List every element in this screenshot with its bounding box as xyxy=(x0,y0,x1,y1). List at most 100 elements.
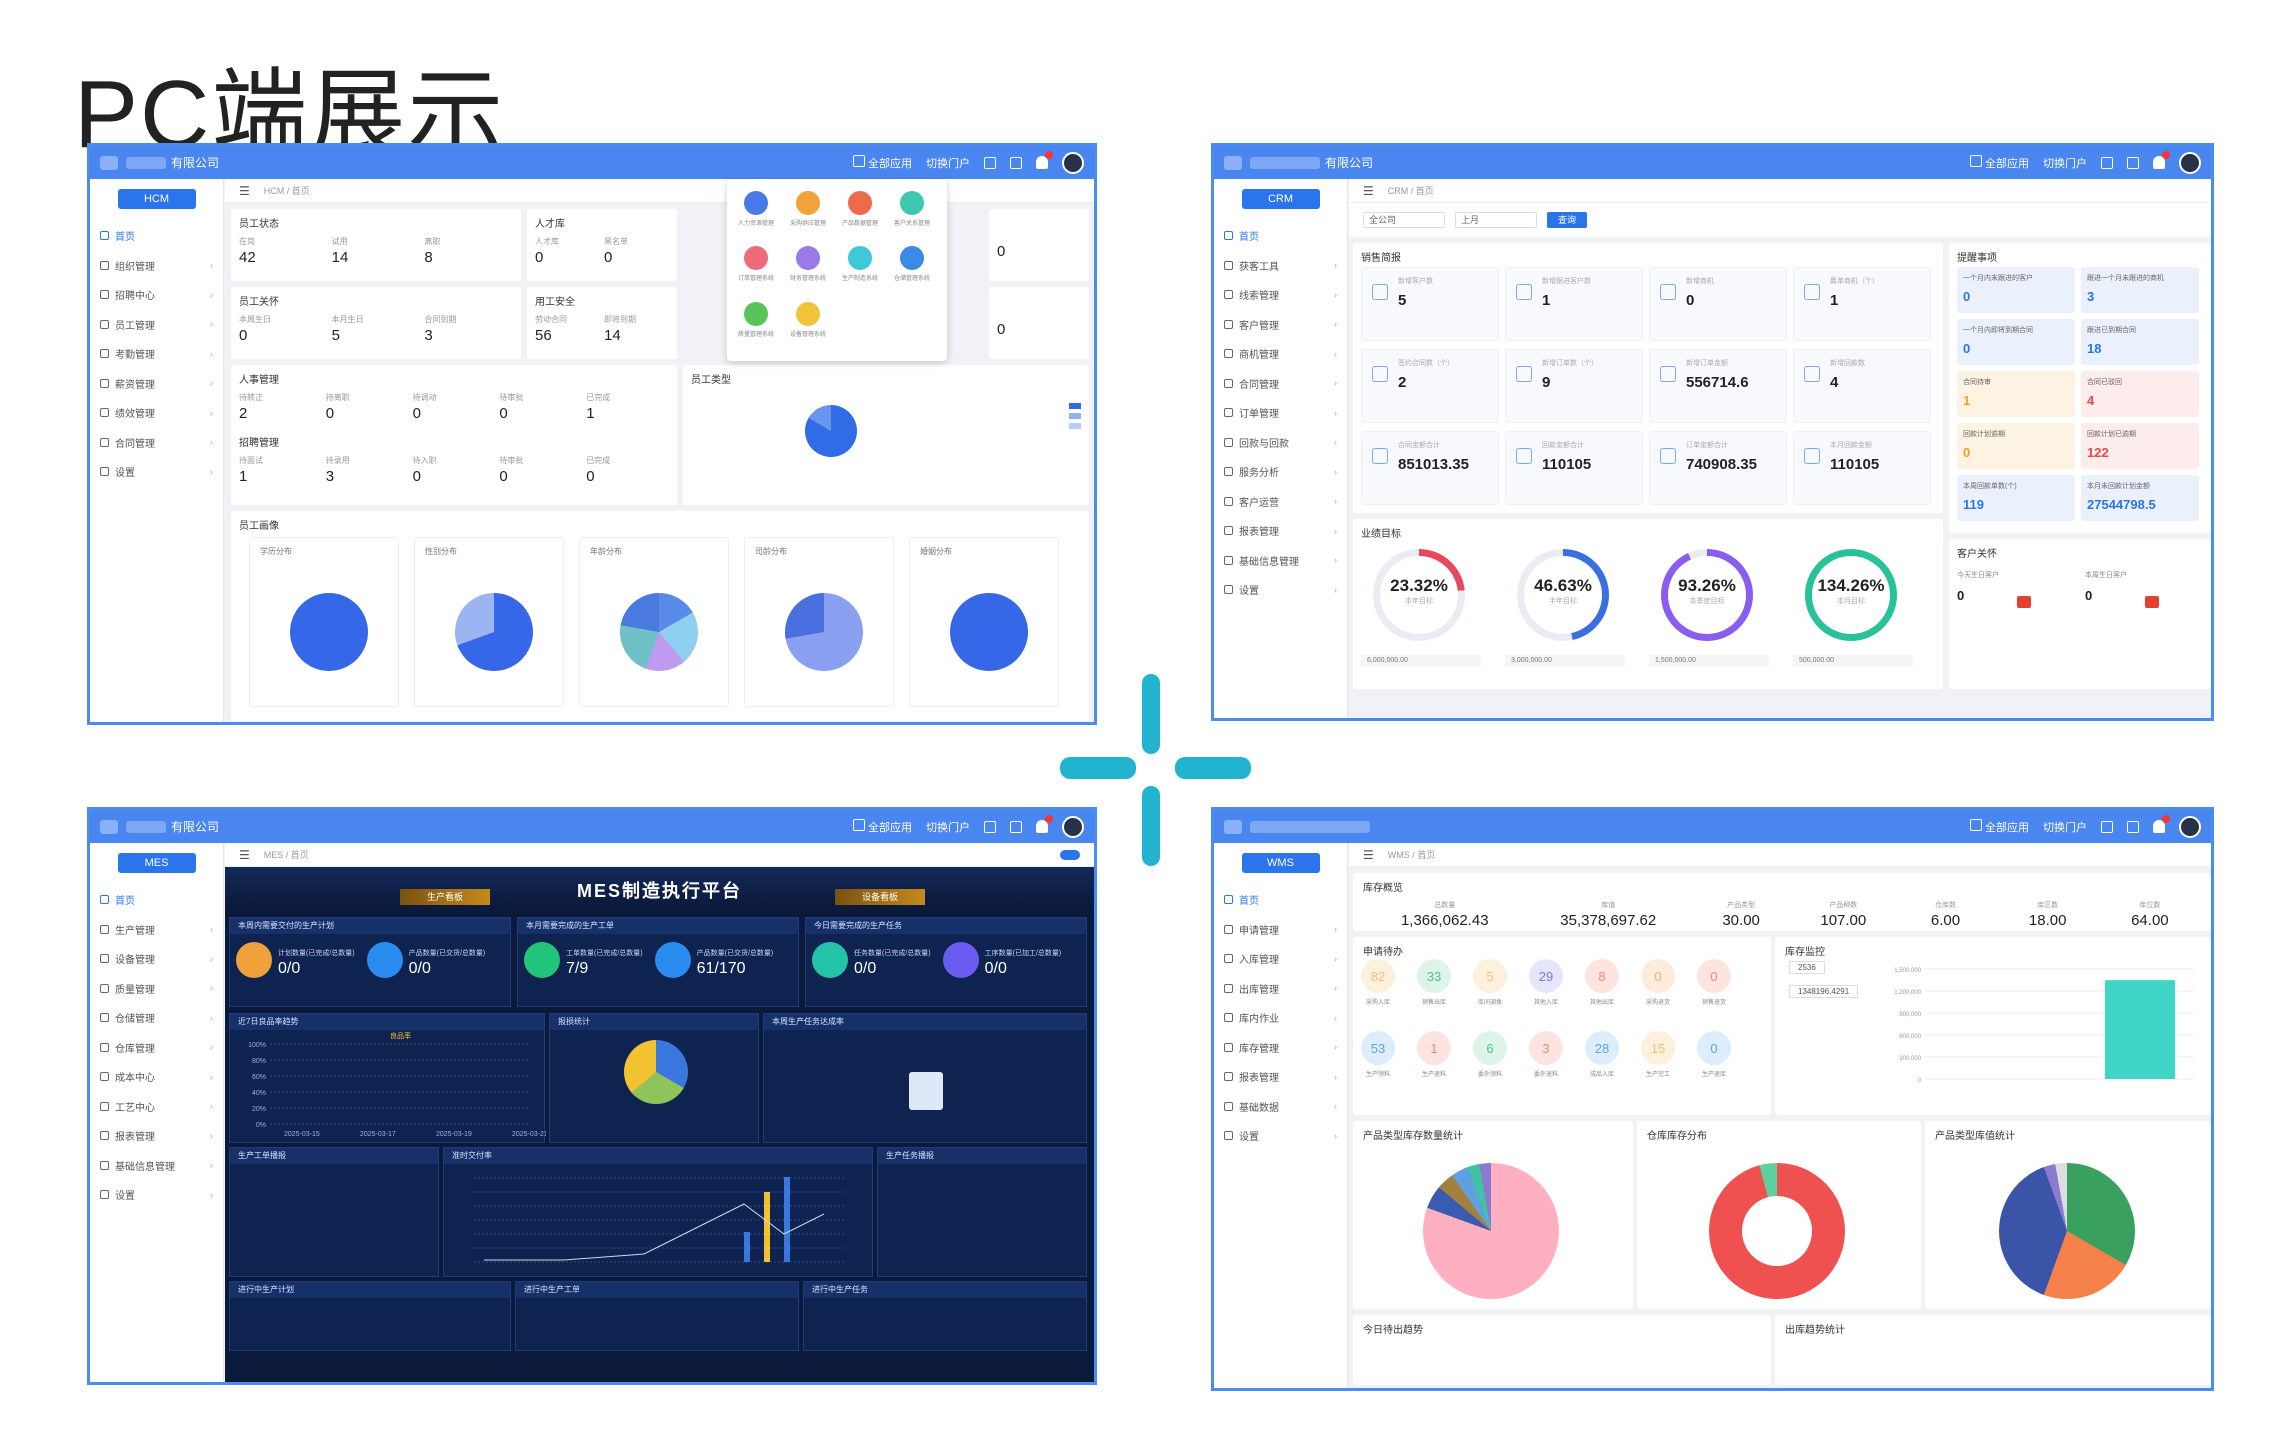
stat-item[interactable]: 劳动合同 56 xyxy=(535,314,600,344)
stat-item[interactable]: 人才库 0 xyxy=(535,236,600,266)
mes-stat[interactable]: 任务数量(已完成/总数量) 0/0 xyxy=(806,934,937,986)
app-shortcut[interactable]: 生产制造系统 xyxy=(841,246,879,293)
sidebar-item[interactable]: 员工管理 › xyxy=(90,310,223,340)
kpi-card[interactable]: 新增商机 0 xyxy=(1649,267,1787,341)
stat-item[interactable]: 离职 8 xyxy=(424,236,513,266)
switch-portal-button[interactable]: 切换门户 xyxy=(926,819,970,835)
sidebar-item[interactable]: 线索管理 › xyxy=(1214,280,1347,310)
sidebar-item[interactable]: 基础信息管理 › xyxy=(1214,546,1347,576)
app-shortcut[interactable]: 采购供应管理 xyxy=(789,191,827,238)
overview-stat[interactable]: 产品类型 30.00 xyxy=(1690,900,1792,929)
mes-stat[interactable]: 产品数量(已交货/总数量) 0/0 xyxy=(361,934,492,986)
sidebar-item[interactable]: 质量管理 › xyxy=(90,974,223,1004)
sidebar-item[interactable]: 组织管理 › xyxy=(90,251,223,281)
kpi-card[interactable]: 新增订单数（个） 9 xyxy=(1505,349,1643,423)
overview-stat[interactable]: 库值 35,378,697.62 xyxy=(1527,900,1691,929)
sidebar-item[interactable]: 报表管理 › xyxy=(1214,1062,1347,1092)
all-apps-button[interactable]: 全部应用 xyxy=(852,154,912,171)
todo-circle[interactable]: 28 xyxy=(1585,1031,1619,1065)
sidebar-item[interactable]: 工艺中心 › xyxy=(90,1092,223,1122)
reminder-card[interactable]: 一个月内未跟进的客户 0 xyxy=(1957,267,2075,313)
sidebar-item[interactable]: 库内作业 › xyxy=(1214,1003,1347,1033)
sidebar-item[interactable]: 设置 › xyxy=(1214,575,1347,605)
kpi-card[interactable]: 本月回款金额 110105 xyxy=(1793,431,1931,505)
volume-icon[interactable] xyxy=(2101,156,2113,169)
all-apps-button[interactable]: 全部应用 xyxy=(1969,154,2029,171)
scope-select[interactable]: 全公司 xyxy=(1363,212,1445,228)
sidebar-item[interactable]: 生产管理 › xyxy=(90,915,223,945)
sidebar-item[interactable]: 设备管理 › xyxy=(90,944,223,974)
stat-item[interactable]: 已完成 1 xyxy=(586,392,669,422)
todo-circle[interactable]: 0 xyxy=(1697,1031,1731,1065)
sidebar-item[interactable]: 设置 › xyxy=(1214,1121,1347,1151)
menu-toggle-icon[interactable]: ☰ xyxy=(239,183,250,198)
reminder-card[interactable]: 跟进一个月未跟进的商机 3 xyxy=(2081,267,2199,313)
menu-toggle-icon[interactable]: ☰ xyxy=(1363,183,1374,198)
avatar[interactable] xyxy=(2179,151,2201,174)
all-apps-button[interactable]: 全部应用 xyxy=(852,818,912,835)
sidebar-item[interactable]: 出库管理 › xyxy=(1214,974,1347,1004)
fullscreen-icon[interactable] xyxy=(1010,156,1022,169)
stat-item[interactable]: 试用 14 xyxy=(332,236,421,266)
stat-item[interactable]: 已完成 0 xyxy=(586,455,669,485)
all-apps-button[interactable]: 全部应用 xyxy=(1969,818,2029,835)
todo-circle[interactable]: 29 xyxy=(1529,959,1563,993)
stat-item[interactable]: 待调动 0 xyxy=(413,392,496,422)
sidebar-item[interactable]: 首页 xyxy=(1214,885,1347,915)
mes-stat[interactable]: 工单数量(已完成/总数量) 7/9 xyxy=(518,934,649,986)
tab-equipment-board[interactable]: 设备看板 xyxy=(835,889,925,905)
sidebar-item[interactable]: 回款与回款 › xyxy=(1214,428,1347,458)
sidebar-item[interactable]: 申请管理 › xyxy=(1214,915,1347,945)
todo-circle[interactable]: 33 xyxy=(1417,959,1451,993)
kpi-card[interactable]: 新增订单金额 556714.6 xyxy=(1649,349,1787,423)
todo-circle[interactable]: 53 xyxy=(1361,1031,1395,1065)
overview-stat[interactable]: 仓库数 6.00 xyxy=(1894,900,1996,929)
sidebar-item[interactable]: 服务分析 › xyxy=(1214,457,1347,487)
stat-item[interactable]: 待转正 2 xyxy=(239,392,322,422)
mes-stat[interactable]: 计划数量(已完成/总数量) 0/0 xyxy=(230,934,361,986)
query-button[interactable]: 查询 xyxy=(1547,212,1587,228)
todo-circle[interactable]: 6 xyxy=(1473,1031,1507,1065)
kpi-card[interactable]: 回款金额合计 110105 xyxy=(1505,431,1643,505)
switch-portal-button[interactable]: 切换门户 xyxy=(2043,155,2087,171)
kpi-card[interactable]: 合同金额合计 851013.35 xyxy=(1361,431,1499,505)
volume-icon[interactable] xyxy=(2101,820,2113,833)
avatar[interactable] xyxy=(2179,815,2201,838)
stat-item[interactable]: 待录用 3 xyxy=(326,455,409,485)
todo-circle[interactable]: 5 xyxy=(1473,959,1507,993)
bell-icon[interactable] xyxy=(1036,815,1053,833)
stat-item[interactable]: 即将到期 14 xyxy=(604,314,669,344)
menu-toggle-icon[interactable]: ☰ xyxy=(239,847,250,862)
bell-icon[interactable] xyxy=(2153,815,2170,833)
mes-stat[interactable]: 工序数量(已加工/总数量) 0/0 xyxy=(937,934,1068,986)
goal-ring[interactable]: 23.32% 本年目标 xyxy=(1373,549,1465,641)
period-select[interactable]: 上月 xyxy=(1455,212,1537,228)
sidebar-item[interactable]: 绩效管理 › xyxy=(90,398,223,428)
stat-item[interactable]: 本周生日 0 xyxy=(239,314,328,344)
todo-circle[interactable]: 8 xyxy=(1585,959,1619,993)
system-tag[interactable]: CRM xyxy=(1241,189,1320,209)
app-shortcut[interactable]: 产品数据管理 xyxy=(841,191,879,238)
app-shortcut[interactable]: 人力资源管理 xyxy=(737,191,775,238)
todo-circle[interactable]: 0 xyxy=(1641,959,1675,993)
stat-item[interactable]: 待审批 0 xyxy=(499,455,582,485)
stat-item[interactable]: 待审批 0 xyxy=(499,392,582,422)
sidebar-item[interactable]: 订单管理 › xyxy=(1214,398,1347,428)
app-shortcut[interactable]: 客户关系管理 xyxy=(893,191,931,238)
system-tag[interactable]: MES xyxy=(117,853,196,873)
mes-stat[interactable]: 产品数量(已交货/总数量) 61/170 xyxy=(649,934,780,986)
sidebar-item[interactable]: 首页 xyxy=(90,885,223,915)
kpi-card[interactable]: 新增回款数 4 xyxy=(1793,349,1931,423)
stat-item[interactable]: 待离职 0 xyxy=(326,392,409,422)
sidebar-item[interactable]: 合同管理 › xyxy=(90,428,223,458)
switch-portal-button[interactable]: 切换门户 xyxy=(926,155,970,171)
overview-stat[interactable]: 库位数 64.00 xyxy=(2099,900,2201,929)
reminder-card[interactable]: 回款计划已逾期 122 xyxy=(2081,423,2199,469)
goal-ring[interactable]: 46.63% 半年目标 xyxy=(1517,549,1609,641)
sidebar-item[interactable]: 入库管理 › xyxy=(1214,944,1347,974)
bell-icon[interactable] xyxy=(1036,151,1053,169)
sidebar-item[interactable]: 报表管理 › xyxy=(90,1121,223,1151)
fullscreen-icon[interactable] xyxy=(2127,820,2139,833)
avatar[interactable] xyxy=(1062,151,1084,174)
theme-toggle[interactable] xyxy=(1060,849,1080,860)
